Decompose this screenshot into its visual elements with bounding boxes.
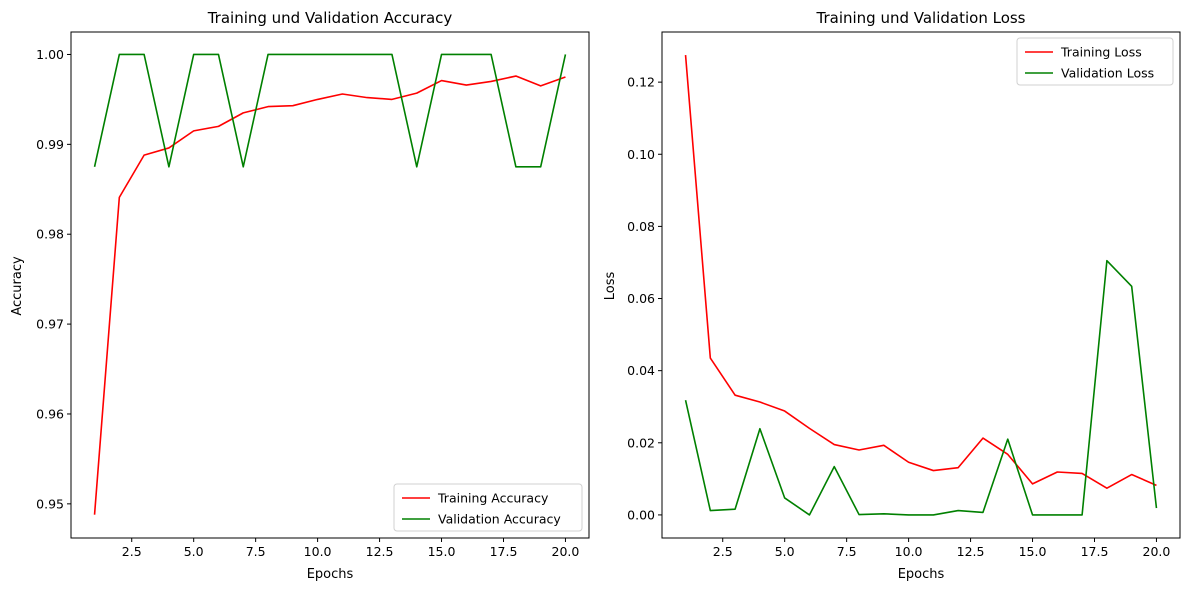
loss-y-tick-label: 0.02 — [627, 435, 655, 450]
loss-legend-box — [1016, 37, 1174, 86]
loss-x-tick-label: 17.5 — [1081, 544, 1109, 559]
accuracy-x-tick-label: 20.0 — [552, 544, 580, 559]
accuracy-axes-frame — [70, 31, 590, 539]
loss-y-tick-label: 0.00 — [627, 507, 655, 522]
accuracy-x-tick-label: 7.5 — [246, 544, 266, 559]
loss-y-tick-label: 0.10 — [627, 147, 655, 162]
validation-accuracy-line — [93, 53, 567, 168]
accuracy-x-tick-label: 10.0 — [304, 544, 332, 559]
training-accuracy-legend-label: Training Accuracy — [437, 491, 549, 506]
training-loss-line — [684, 55, 1157, 490]
training-loss-legend-label: Training Loss — [1060, 45, 1142, 60]
accuracy-y-tick-label: 0.96 — [36, 406, 64, 421]
loss-y-tick-label: 0.08 — [627, 219, 655, 234]
loss-x-tick-label: 5.0 — [775, 544, 795, 559]
loss-x-tick-label: 10.0 — [895, 544, 923, 559]
loss-x-axis-label: Epochs — [898, 567, 945, 582]
accuracy-legend-box — [393, 483, 583, 532]
accuracy-x-tick-label: 5.0 — [184, 544, 204, 559]
loss-axes-frame — [661, 31, 1181, 539]
loss-x-tick-label: 12.5 — [957, 544, 985, 559]
loss-y-tick-label: 0.12 — [627, 75, 655, 90]
accuracy-y-axis-label: Accuracy — [10, 256, 25, 316]
accuracy-x-tick-label: 12.5 — [366, 544, 394, 559]
validation-loss-legend-label: Validation Loss — [1061, 66, 1154, 81]
loss-x-tick-label: 20.0 — [1143, 544, 1171, 559]
accuracy-legend: Training Accuracy Validation Accuracy — [393, 483, 583, 532]
loss-x-tick-label: 2.5 — [713, 544, 733, 559]
accuracy-y-tick-label: 0.98 — [36, 227, 64, 242]
accuracy-x-tick-label: 17.5 — [490, 544, 518, 559]
accuracy-x-axis-label: Epochs — [307, 567, 354, 582]
accuracy-chart: Training und Validation Accuracy Epochs … — [10, 9, 590, 582]
accuracy-chart-title: Training und Validation Accuracy — [207, 9, 453, 27]
accuracy-x-tick-label: 2.5 — [122, 544, 142, 559]
loss-x-tick-label: 7.5 — [837, 544, 857, 559]
loss-y-tick-label: 0.04 — [627, 363, 655, 378]
loss-legend: Training Loss Validation Loss — [1016, 37, 1174, 86]
loss-plot-area — [684, 55, 1158, 516]
validation-loss-line — [684, 259, 1158, 516]
validation-accuracy-legend-label: Validation Accuracy — [438, 512, 561, 527]
loss-chart: Training und Validation Loss Epochs Loss… — [603, 9, 1181, 582]
accuracy-y-tick-label: 0.97 — [36, 317, 64, 332]
loss-y-axis-label: Loss — [603, 272, 618, 301]
loss-chart-title: Training und Validation Loss — [816, 9, 1026, 27]
accuracy-plot-area — [93, 53, 567, 515]
accuracy-y-tick-label: 0.99 — [36, 137, 64, 152]
loss-y-tick-label: 0.06 — [627, 291, 655, 306]
accuracy-y-tick-label: 0.95 — [36, 496, 64, 511]
accuracy-x-tick-label: 15.0 — [428, 544, 456, 559]
loss-x-tick-label: 15.0 — [1019, 544, 1047, 559]
accuracy-y-tick-label: 1.00 — [36, 47, 64, 62]
